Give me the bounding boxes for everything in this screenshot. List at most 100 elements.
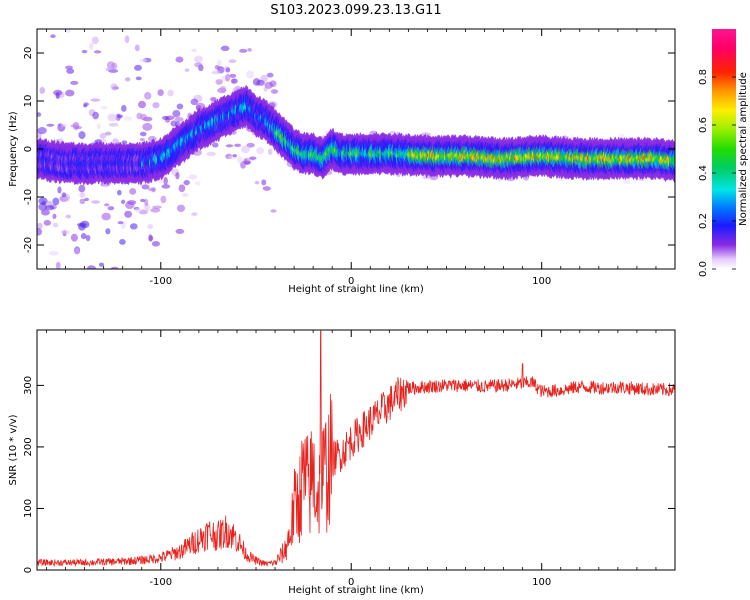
heatmap-noise-blob <box>104 203 110 207</box>
heatmap-noise-blob <box>74 247 80 255</box>
heatmap-noise-blob <box>91 200 101 204</box>
heatmap-noise-blob <box>138 100 147 109</box>
heatmap-noise-blob <box>211 142 219 148</box>
heatmap-noise-blob <box>194 62 203 68</box>
heatmap-noise-blob <box>216 59 222 66</box>
spectrogram-xlabel: Height of straight line (km) <box>288 284 424 295</box>
heatmap-noise-blob <box>52 197 60 206</box>
spectrogram-ylabel: Frequency (Hz) <box>8 111 19 187</box>
heatmap-noise-blob <box>98 262 105 267</box>
heatmap-noise-blob <box>88 42 94 50</box>
heatmap-noise-blob <box>81 49 88 54</box>
heatmap-noise-blob <box>65 214 72 219</box>
heatmap-noise-blob <box>247 48 252 52</box>
heatmap-noise-blob <box>219 85 227 92</box>
heatmap-noise-blob <box>232 154 237 158</box>
heatmap-noise-blob <box>61 192 67 198</box>
heatmap-noise-blob <box>123 116 133 121</box>
spectrogram-ytick-label: -10 <box>23 189 34 205</box>
heatmap-noise-blob <box>90 98 101 102</box>
heatmap-noise-blob <box>142 122 153 131</box>
heatmap-noise-blob <box>105 228 111 235</box>
heatmap-noise-blob <box>121 199 126 205</box>
heatmap-noise-blob <box>134 208 142 213</box>
heatmap-noise-blob <box>60 123 68 127</box>
heatmap-noise-blob <box>134 44 140 52</box>
heatmap-noise-blob <box>65 29 72 33</box>
heatmap-noise-blob <box>194 181 201 186</box>
heatmap-noise-blob <box>190 98 199 106</box>
heatmap-noise-blob <box>55 261 61 269</box>
snr-xtick-label: -100 <box>149 577 172 588</box>
spectrogram-xtick-label: 0 <box>348 276 354 287</box>
spectrogram-ytick-label: 10 <box>23 95 34 108</box>
heatmap-noise-blob <box>111 62 118 70</box>
heatmap-noise-blob <box>176 204 186 212</box>
heatmap-noise-blob <box>101 319 108 322</box>
heatmap-noise-blob <box>252 78 261 86</box>
heatmap-noise-blob <box>84 197 89 202</box>
heatmap-noise-blob <box>85 234 91 242</box>
heatmap-noise-blob <box>37 222 43 230</box>
snr-panel: -100 0 100 0 100 200 300 Height of straight li… <box>8 329 676 596</box>
heatmap-noise-blob <box>369 130 378 135</box>
heatmap-noise-blob <box>144 92 152 100</box>
heatmap-noise-blob <box>52 213 57 219</box>
heatmap-noise-blob <box>211 70 222 75</box>
heatmap-noise-blob <box>125 201 135 210</box>
heatmap-noise-blob <box>37 127 47 135</box>
heatmap-noise-blob <box>158 178 164 184</box>
heatmap-noise-blob <box>264 81 274 89</box>
heatmap-noise-blob <box>121 140 128 145</box>
heatmap-noise-blob <box>236 155 243 164</box>
heatmap-noise-blob <box>117 221 124 225</box>
heatmap-noise-blob <box>99 132 107 139</box>
heatmap-noise-blob <box>135 76 142 81</box>
heatmap-noise-blob <box>256 147 265 155</box>
colorbar-tick-label: 0.2 <box>698 213 709 229</box>
heatmap-noise-blob <box>175 56 184 63</box>
heatmap-noise-blob <box>65 89 75 97</box>
colorbar-tick-label: 0.8 <box>698 69 709 85</box>
heatmap-noise-blob <box>46 280 52 286</box>
heatmap-noise-blob <box>50 34 56 39</box>
colorbar: 0.0 0.2 0.4 0.6 0.8 Normalized spectral ampl… <box>698 29 749 277</box>
snr-ytick-label: 200 <box>23 437 34 456</box>
spectrogram-ytick-label: 20 <box>23 47 34 60</box>
heatmap-noise-blob <box>139 131 147 137</box>
heatmap-noise-blob <box>172 109 181 118</box>
heatmap-noise-blob <box>167 89 174 97</box>
snr-ytick-label: 0 <box>23 567 34 573</box>
heatmap-noise-blob <box>215 79 223 85</box>
heatmap-noise-blob <box>230 78 236 84</box>
heatmap-noise-blob <box>161 184 171 189</box>
heatmap-noise-blob <box>234 143 242 148</box>
heatmap-noise-blob <box>151 240 160 247</box>
heatmap-noise-blob <box>244 160 251 165</box>
heatmap-noise-blob <box>249 156 257 160</box>
heatmap-noise-blob <box>57 186 62 194</box>
heatmap-noise-blob <box>140 113 148 121</box>
heatmap-noise-blob <box>125 77 131 82</box>
heatmap-noise-blob <box>184 68 190 72</box>
heatmap-noise-blob <box>152 205 162 209</box>
snr-xtick-label: 0 <box>348 577 354 588</box>
spectrogram-heatmap <box>37 29 675 322</box>
heatmap-noise-blob <box>175 172 180 180</box>
heatmap-noise-blob <box>181 192 189 197</box>
heatmap-noise-blob <box>79 192 86 198</box>
heatmap-noise-blob <box>108 122 119 127</box>
spectrogram-ytick-label: -20 <box>23 237 34 253</box>
heatmap-noise-blob <box>147 270 152 274</box>
heatmap-noise-blob <box>70 80 79 85</box>
heatmap-noise-blob <box>101 212 111 221</box>
heatmap-noise-blob <box>57 282 63 286</box>
heatmap-noise-blob <box>74 126 83 130</box>
spectrogram-ytick-label: 0 <box>23 146 34 152</box>
heatmap-noise-blob <box>174 116 184 122</box>
heatmap-noise-blob <box>623 177 631 185</box>
heatmap-noise-blob <box>70 233 78 242</box>
heatmap-noise-blob <box>119 238 126 245</box>
heatmap-noise-blob <box>110 83 118 91</box>
snr-xtick-label: 100 <box>532 577 551 588</box>
